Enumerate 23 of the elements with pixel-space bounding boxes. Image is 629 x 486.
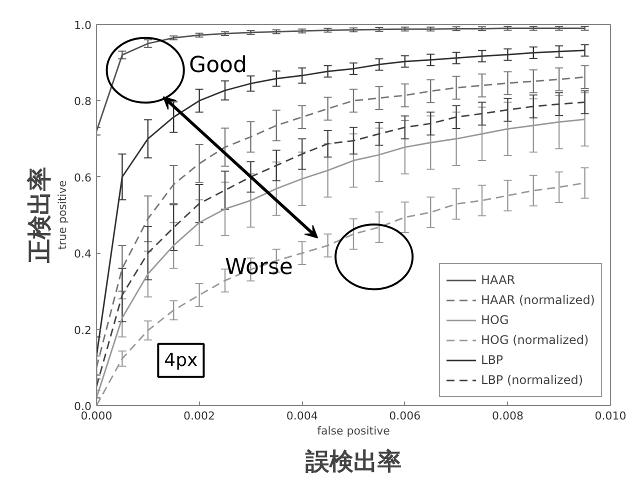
legend-label: HOG [481, 313, 509, 327]
legend-label: LBP (normalized) [481, 373, 584, 387]
y-tick-label: 0.4 [74, 248, 92, 261]
text: 誤検出率 [304, 446, 402, 476]
x-tick-label: 0.004 [286, 410, 318, 422]
annotation: Good [189, 52, 247, 78]
y-tick-label: 1.0 [74, 19, 92, 32]
y-tick-label: 0.2 [74, 324, 92, 337]
y-axis-title: true positive [56, 180, 70, 250]
annotation: Worse [225, 254, 293, 280]
y-tick-label: 0.6 [74, 171, 92, 184]
x-tick-label: 0.002 [184, 410, 216, 422]
x-tick-label: 0.010 [594, 410, 626, 422]
annotation: 4px [164, 350, 198, 371]
x-axis-title: false positive [317, 424, 390, 438]
legend-label: HAAR (normalized) [481, 293, 595, 307]
text: 正検出率 [24, 167, 54, 264]
legend-label: HOG (normalized) [481, 333, 589, 347]
x-tick-label: 0.006 [389, 410, 421, 422]
legend-label: LBP [481, 353, 504, 367]
legend-label: HAAR [481, 273, 516, 287]
x-tick-label: 0.008 [492, 410, 524, 422]
y-tick-label: 0.8 [74, 95, 92, 108]
